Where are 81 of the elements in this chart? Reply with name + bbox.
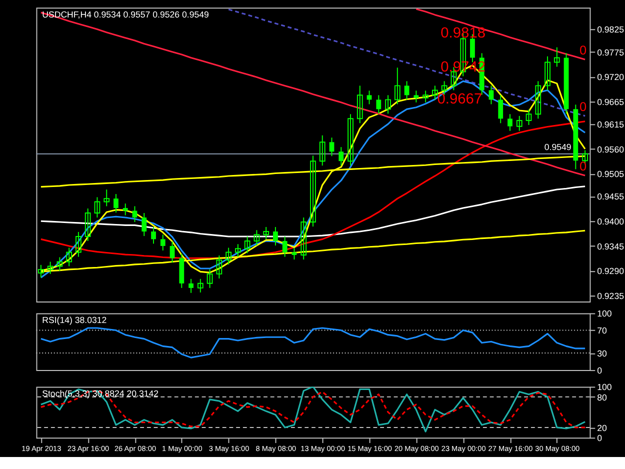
annotation: 0.9667 [437,92,482,108]
annotation: 0 [580,42,587,58]
candlestick [132,206,138,223]
candlestick [422,90,429,103]
y-tick-label: 0.9455 [597,192,624,202]
candlestick [282,236,288,258]
y-tick-label: 0.9400 [597,216,624,227]
candlestick [160,234,166,251]
candlestick [526,109,532,126]
line-series [40,12,586,176]
candlestick [300,217,307,260]
y-tick-label: 0.9825 [597,24,624,35]
candlestick [516,115,522,132]
candlestick [498,94,504,124]
candlestick [56,256,63,272]
candlestick [535,80,542,120]
candlestick [197,278,204,293]
y-tick-label: 0.9290 [597,266,624,276]
candlestick [216,254,222,279]
candlestick [94,196,100,218]
candlestick [84,208,91,242]
y-tick-label: 0.9615 [597,119,624,130]
candlestick [376,94,382,114]
chart-title: RSI(14) 38.0312 [42,315,107,326]
y-tick-label: 30 [597,348,607,358]
y-tick-label: 0.9235 [597,291,624,302]
y-tick-label: 0 [597,433,602,444]
line-series [415,8,586,60]
line-series [40,327,586,358]
annotation: 0.9818 [440,25,486,42]
candlestick [142,212,147,237]
candlestick [404,80,410,100]
candlestick [544,56,550,91]
candlestick [170,240,175,264]
candlestick [366,90,372,105]
candlestick [432,85,438,100]
candlestick [206,268,213,288]
candlestick [263,226,270,240]
y-tick-label: 20 [597,422,607,433]
y-tick-label: 0.9505 [597,169,624,180]
candlestick [104,189,110,207]
candlestick [114,194,118,214]
y-tick-label: 0.9345 [597,241,624,252]
candlestick [76,231,82,258]
candlestick [235,244,241,258]
candlestick [385,94,391,114]
candlestick [414,90,419,103]
y-tick-label: 0.9775 [597,47,624,58]
candlestick [329,137,334,157]
candlestick [356,85,363,124]
candlestick [273,226,278,246]
line-series [40,120,586,259]
ref-line-label: 0.9549 [544,142,572,152]
y-tick-label: 0 [597,365,602,376]
y-tick-label: 70 [597,326,607,336]
candlestick [394,67,400,105]
candlestick [319,134,326,166]
annotation: 0 [580,99,587,114]
candlestick [47,261,54,274]
candlestick [226,247,232,265]
candlestick [244,236,250,254]
line-series [228,8,586,117]
y-tick-label: 80 [597,392,607,402]
annotation: 0 [580,158,587,174]
candlestick [508,114,512,132]
y-tick-label: 0.9720 [597,72,624,82]
y-tick-label: 0.9560 [597,144,624,154]
candlestick [348,114,354,166]
candlestick [122,203,128,216]
y-tick-label: 0.9665 [597,96,624,107]
candlestick [151,226,156,244]
candlestick [188,278,194,294]
candlestick [254,230,260,246]
candlestick [310,155,316,228]
candlestick [488,85,494,105]
candlestick [338,146,344,166]
candlestick [66,247,72,267]
candlestick [554,46,560,68]
y-tick-label: 100 [597,382,612,392]
candlestick [38,264,44,278]
y-tick-label: 100 [597,308,612,319]
